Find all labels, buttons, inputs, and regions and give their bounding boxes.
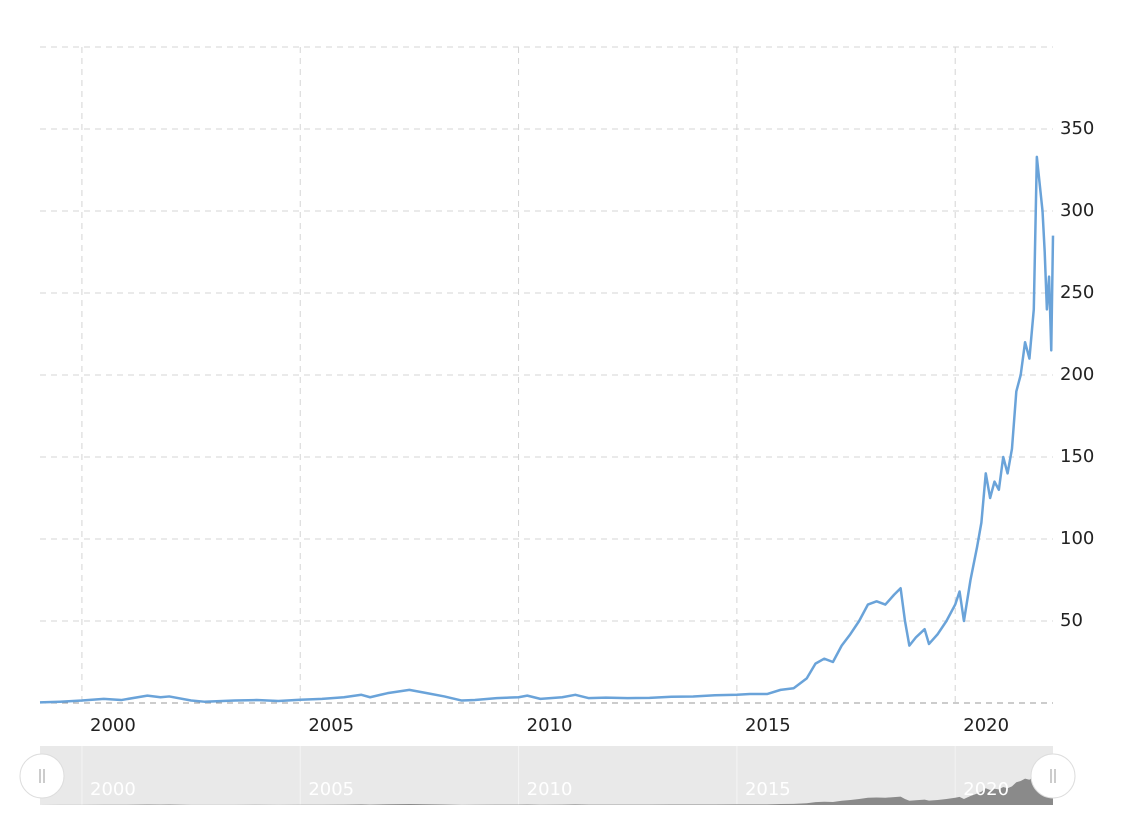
navigator-area — [40, 765, 1053, 805]
navigator — [40, 746, 1053, 805]
navigator-handle[interactable] — [19, 753, 65, 799]
x-tick-label: 2005 — [308, 715, 354, 736]
navigator-label: 2010 — [527, 779, 573, 800]
y-tick-label: 350 — [1060, 118, 1094, 139]
navigator-label: 2000 — [90, 779, 136, 800]
navigator-handle[interactable] — [1030, 753, 1076, 799]
navigator-label: 2015 — [745, 779, 791, 800]
x-tick-label: 2020 — [963, 715, 1009, 736]
y-tick-label: 100 — [1060, 528, 1094, 549]
y-tick-label: 200 — [1060, 364, 1094, 385]
line — [39, 155, 1055, 704]
navigator-label: 2020 — [963, 779, 1009, 800]
navigator-label: 2005 — [308, 779, 354, 800]
y-tick-label: 250 — [1060, 282, 1094, 303]
y-tick-label: 150 — [1060, 446, 1094, 467]
x-tick-label: 2000 — [90, 715, 136, 736]
y-tick-label: 300 — [1060, 200, 1094, 221]
x-tick-label: 2015 — [745, 715, 791, 736]
x-tick-label: 2010 — [527, 715, 573, 736]
y-tick-label: 50 — [1060, 610, 1083, 631]
